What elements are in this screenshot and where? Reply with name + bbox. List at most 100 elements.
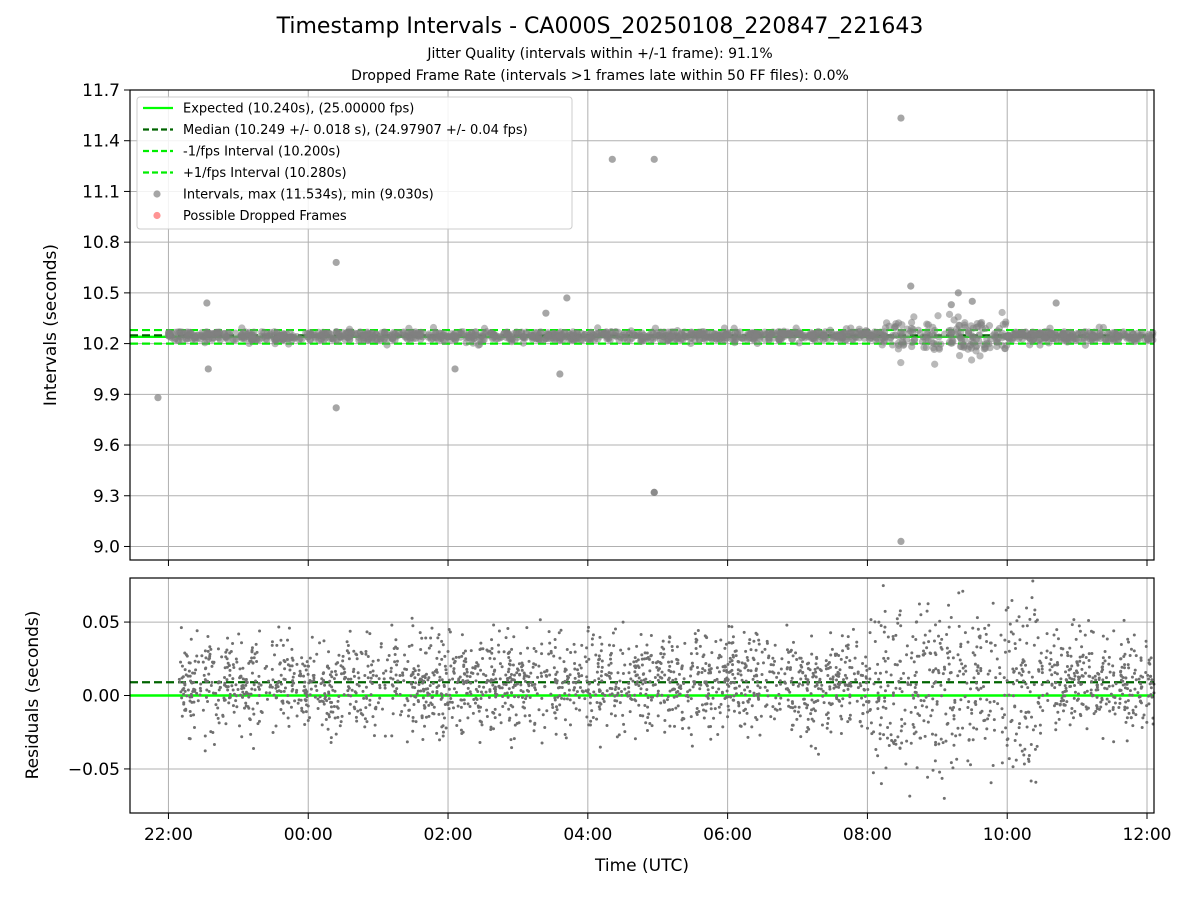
residual-point [1134, 654, 1138, 658]
interval-point [332, 328, 340, 336]
residual-point [583, 655, 587, 659]
residual-point [1125, 716, 1129, 720]
residual-point [884, 670, 888, 674]
residual-point [1055, 660, 1059, 664]
residual-point [1101, 668, 1105, 672]
residual-point [1050, 665, 1054, 669]
residual-point [625, 692, 629, 696]
residual-point [810, 698, 814, 702]
residual-point [451, 677, 455, 681]
residual-point [876, 707, 880, 711]
residual-point [552, 654, 556, 658]
residual-point [711, 696, 715, 700]
x-tick-label: 08:00 [843, 825, 892, 845]
residual-point [337, 694, 341, 698]
residual-point [806, 682, 810, 686]
residual-point [327, 666, 331, 670]
residual-point [755, 718, 759, 722]
residual-point [985, 698, 989, 702]
residual-point [552, 666, 556, 670]
residual-point [746, 700, 750, 704]
residual-point [815, 655, 819, 659]
residual-point [481, 657, 485, 661]
residual-point [846, 720, 850, 724]
residual-point [816, 666, 820, 670]
interval-point [563, 294, 571, 302]
residual-point [468, 704, 472, 708]
residual-point [394, 638, 398, 642]
residual-point [374, 705, 378, 709]
residual-point [291, 658, 295, 662]
residual-point [407, 644, 411, 648]
residual-point [662, 652, 666, 656]
residual-point [416, 689, 420, 693]
residual-point [724, 642, 728, 646]
residual-point [719, 702, 723, 706]
residual-point [1014, 758, 1018, 762]
residual-point [192, 700, 196, 704]
residual-point [547, 652, 551, 656]
residual-point [560, 685, 564, 689]
residual-point [557, 631, 561, 635]
residual-point [198, 693, 202, 697]
residual-point [493, 668, 497, 672]
residual-point [885, 736, 889, 740]
residual-point [463, 702, 467, 706]
residual-point [203, 649, 207, 653]
residual-point [378, 686, 382, 690]
residual-point [1055, 628, 1059, 632]
interval-point [711, 330, 719, 338]
residual-point [985, 639, 989, 643]
residual-point [452, 687, 456, 691]
residual-point [934, 740, 938, 744]
residual-point [834, 666, 838, 670]
interval-point [909, 325, 917, 333]
residual-point [608, 676, 612, 680]
residual-point [316, 706, 320, 710]
residual-point [469, 649, 473, 653]
residual-point [777, 692, 781, 696]
residual-point [911, 722, 915, 726]
residual-point [1038, 705, 1042, 709]
residual-point [316, 697, 320, 701]
residual-point [655, 665, 659, 669]
residual-point [405, 740, 409, 744]
residual-point [383, 734, 387, 738]
residual-point [1041, 693, 1045, 697]
residual-point [187, 669, 191, 673]
residual-point [1119, 643, 1123, 647]
residual-point [775, 675, 779, 679]
residual-point [231, 688, 235, 692]
residual-point [838, 668, 842, 672]
residual-point [828, 677, 832, 681]
residual-point [848, 695, 852, 699]
residual-point [1046, 679, 1050, 683]
residual-point [531, 665, 535, 669]
residual-point [277, 625, 281, 629]
residual-point [849, 681, 853, 685]
interval-point [1143, 333, 1151, 341]
residual-point [861, 703, 865, 707]
interval-point [608, 155, 616, 163]
residual-point [201, 708, 205, 712]
residual-point [605, 723, 609, 727]
residual-point [1083, 633, 1087, 637]
residual-point [1019, 663, 1023, 667]
residual-point [574, 681, 578, 685]
residual-point [1147, 658, 1151, 662]
residual-point [790, 728, 794, 732]
interval-point [192, 333, 201, 341]
residual-point [1121, 679, 1125, 683]
residual-point [446, 703, 450, 707]
residual-point [563, 718, 567, 722]
residual-point [241, 677, 245, 681]
residual-point [757, 638, 761, 642]
interval-point [895, 319, 903, 327]
residual-point [628, 662, 632, 666]
residual-point [717, 656, 721, 660]
residual-point [925, 646, 929, 650]
residual-point [609, 671, 613, 675]
residual-point [179, 626, 183, 630]
residual-point [860, 724, 864, 728]
residual-point [207, 672, 211, 676]
